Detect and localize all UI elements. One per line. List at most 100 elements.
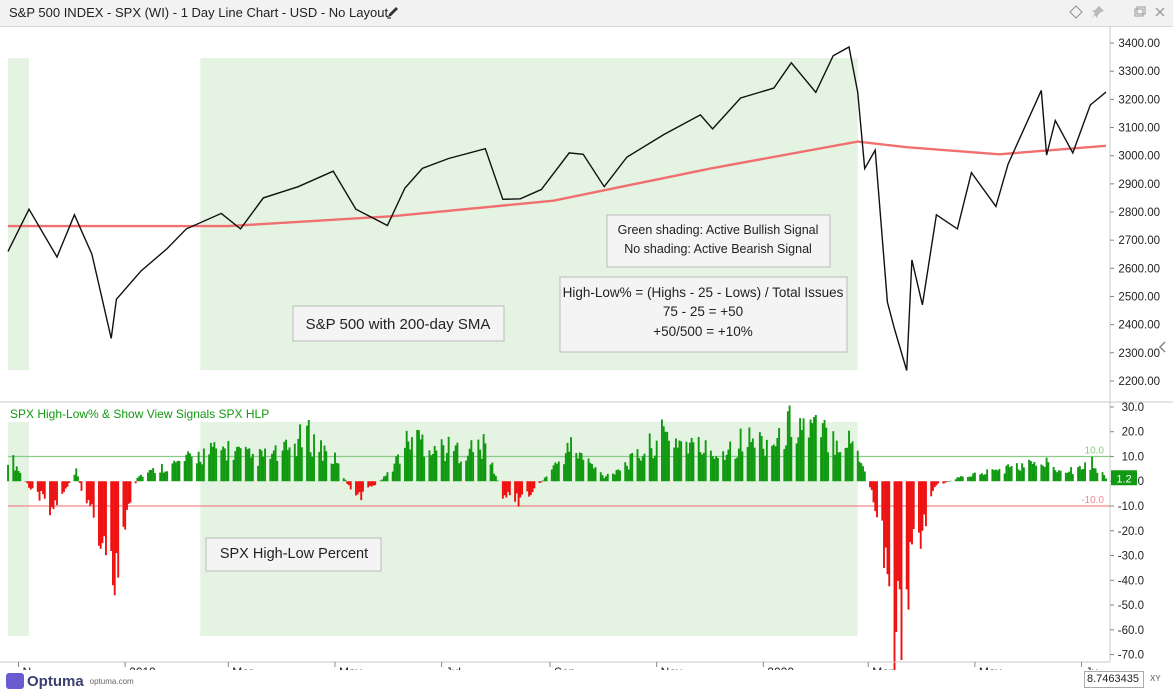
chart-canvas[interactable]: 3400.00 3300.00 3200.00 3100.00 3000.00 2900.…	[0, 26, 1173, 670]
hlp-bar	[741, 451, 744, 482]
bullish-shade-hlp-0	[8, 422, 29, 636]
hlp-bar	[1043, 466, 1046, 482]
last-value-label: 1.2	[1116, 473, 1131, 485]
hlp-bar	[423, 456, 426, 482]
hlp-bar	[442, 445, 445, 482]
hlp-bar	[334, 452, 336, 482]
price-tick-label: 2400.00	[1118, 320, 1160, 332]
hlp-bar	[1092, 468, 1095, 482]
close-icon[interactable]	[1153, 5, 1167, 19]
hlp-label-box[interactable]: SPX High-Low Percent	[205, 537, 382, 572]
hlp-bar	[986, 469, 989, 482]
hlp-bar	[566, 442, 569, 482]
hlp-bar	[61, 481, 64, 494]
pin-icon[interactable]	[1091, 5, 1105, 19]
hlp-bar	[384, 475, 387, 482]
hlp-bar	[1105, 478, 1107, 482]
hlp-bar	[276, 460, 279, 482]
hlp-bar	[935, 481, 938, 486]
hlp-bar	[215, 448, 218, 482]
hlp-bar	[517, 481, 520, 507]
hlp-bar	[313, 434, 315, 482]
price-tick-label: 2600.00	[1118, 263, 1160, 275]
hlp-bar	[661, 419, 663, 482]
hlp-bar	[496, 480, 499, 482]
hlp-bar	[50, 481, 53, 508]
hlp-bar	[105, 481, 107, 556]
hlp-bar	[271, 453, 274, 482]
hlp-bar	[332, 463, 335, 482]
shading-legend-line1: Green shading: Active Bullish Signal	[618, 223, 819, 237]
hlp-bar	[251, 453, 254, 482]
hlp-bar	[124, 481, 127, 530]
reference-line-label: -10.0	[1081, 495, 1104, 506]
hlp-bar	[87, 481, 90, 500]
x-tick-label: Ju	[1086, 665, 1099, 670]
hlp-bar	[820, 437, 823, 482]
hlp-bar	[827, 452, 830, 482]
hlp-bar	[542, 480, 545, 482]
hlp-bar	[762, 448, 765, 482]
hlp-bar	[592, 468, 595, 482]
hlp-bar	[183, 461, 186, 482]
hlp-bar	[470, 440, 473, 482]
hlp-bar	[19, 472, 22, 482]
hlp-bar	[897, 481, 899, 581]
hlp-bar	[152, 468, 155, 482]
hlp-bar	[484, 443, 487, 482]
hlp-bar	[68, 481, 71, 483]
hlp-bar	[344, 479, 347, 482]
hlp-bar	[31, 481, 34, 489]
hlp-bar	[24, 481, 27, 482]
hlp-bar	[201, 464, 204, 482]
x-tick-label: 2020	[767, 665, 794, 670]
hlp-bar	[199, 461, 202, 482]
hlp-bar	[570, 437, 572, 482]
formula-box[interactable]: High-Low% = (Highs - 25 - Lows) / Total …	[559, 276, 848, 353]
hlp-bar	[748, 427, 751, 482]
shading-legend-line2: No shading: Active Bearish Signal	[624, 242, 812, 256]
hlp-bar	[330, 463, 333, 482]
hlp-bar	[753, 447, 756, 482]
pencil-icon[interactable]	[386, 5, 400, 19]
hlp-bar	[944, 481, 947, 483]
hlp-bar	[1078, 465, 1081, 482]
hlp-tick-label: -70.0	[1118, 650, 1144, 662]
hlp-bar	[918, 481, 920, 533]
hlp-tick-label: 30.0	[1122, 402, 1144, 414]
indicator-title: SPX High-Low% & Show View Signals SPX HL…	[10, 407, 269, 421]
shading-legend-box[interactable]: Green shading: Active Bullish Signal No …	[606, 214, 831, 268]
hlp-bar	[680, 441, 683, 482]
hlp-bar	[811, 423, 814, 482]
hlp-bar	[533, 481, 536, 489]
hlp-bar	[725, 454, 728, 482]
hlp-bar	[325, 451, 328, 482]
hlp-bar	[531, 481, 534, 493]
hlp-bar	[994, 469, 997, 482]
hlp-bar	[386, 472, 389, 482]
hlp-bar	[138, 476, 141, 482]
hlp-bar	[807, 437, 810, 482]
hlp-bar	[851, 441, 854, 482]
hlp-bar	[1059, 470, 1062, 482]
hlp-bar	[295, 456, 298, 482]
hlp-bar	[905, 481, 908, 590]
price-tick-label: 3100.00	[1118, 123, 1160, 135]
hlp-bar	[615, 470, 618, 482]
hlp-bar	[876, 481, 878, 518]
hlp-bar	[468, 448, 471, 482]
hlp-bar	[673, 447, 676, 482]
hlp-bar	[202, 448, 205, 482]
sma-label-box[interactable]: S&P 500 with 200-day SMA	[292, 305, 505, 342]
price-line	[7, 45, 1107, 371]
restore-icon[interactable]	[1133, 5, 1147, 19]
chevron-left-icon[interactable]	[1156, 340, 1170, 354]
hlp-bar	[208, 454, 211, 482]
hlp-bar	[783, 449, 786, 482]
hlp-bar	[1021, 463, 1024, 482]
hlp-bar	[662, 426, 665, 482]
diamond-icon[interactable]	[1069, 5, 1083, 19]
hlp-bar	[1017, 469, 1020, 482]
bullish-shade-price-0	[8, 58, 29, 370]
hlp-bar	[417, 430, 420, 482]
